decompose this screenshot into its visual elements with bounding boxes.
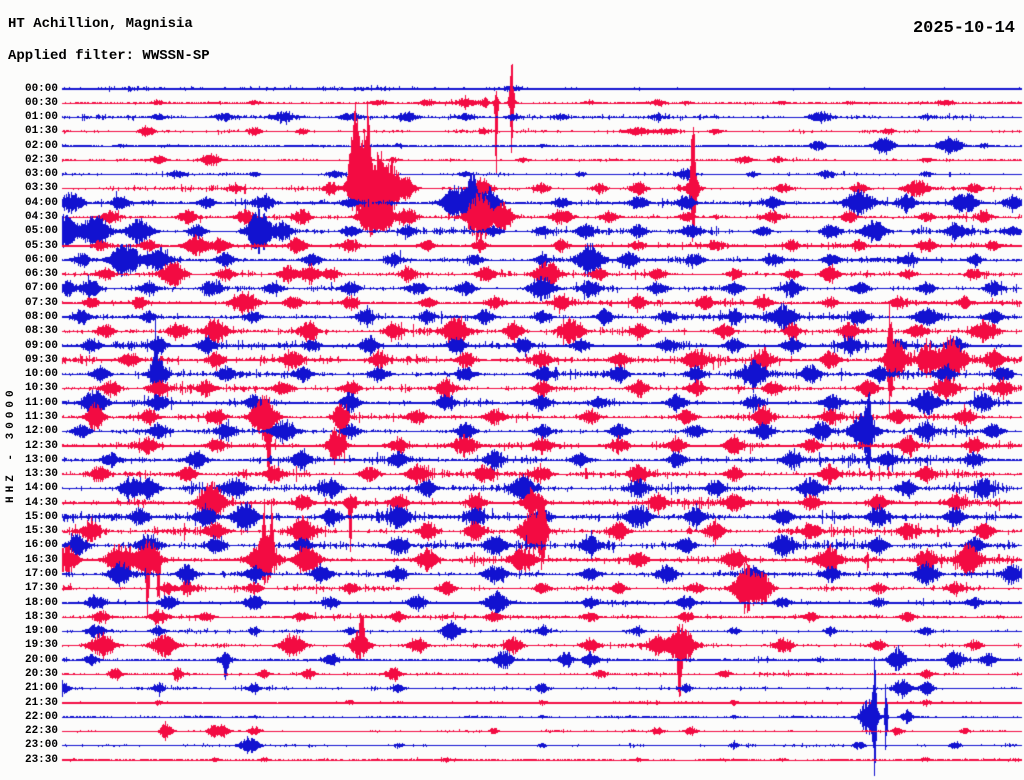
- time-label: 15:30: [24, 525, 58, 538]
- time-label: 01:00: [24, 111, 58, 124]
- time-label: 23:30: [24, 753, 58, 766]
- time-label: 03:00: [24, 168, 58, 181]
- time-label: 02:00: [24, 139, 58, 152]
- time-label: 22:00: [24, 710, 58, 723]
- time-label: 17:00: [24, 568, 58, 581]
- time-label: 00:00: [24, 82, 58, 95]
- time-label: 17:30: [24, 582, 58, 595]
- time-label: 07:30: [24, 296, 58, 309]
- station-title: HT Achillion, Magnisia: [8, 16, 193, 32]
- time-label: 09:00: [24, 339, 58, 352]
- time-label: 08:00: [24, 310, 58, 323]
- date-label: 2025-10-14: [912, 19, 1015, 38]
- time-label: 15:00: [24, 510, 58, 523]
- time-label: 20:30: [24, 667, 58, 680]
- time-label: 14:00: [24, 482, 58, 495]
- time-label: 19:30: [24, 639, 58, 652]
- time-label: 18:30: [24, 610, 58, 623]
- time-label: 11:30: [24, 410, 58, 423]
- time-label: 19:00: [24, 625, 58, 638]
- time-label: 18:00: [24, 596, 58, 609]
- time-label: 04:00: [24, 196, 58, 209]
- time-label: 01:30: [24, 125, 58, 138]
- time-label: 13:00: [24, 453, 58, 466]
- time-label: 06:00: [24, 253, 58, 266]
- time-label: 05:00: [24, 225, 58, 238]
- time-label: 04:30: [24, 211, 58, 224]
- time-label: 20:00: [24, 653, 58, 666]
- time-label: 09:30: [24, 353, 58, 366]
- time-label: 02:30: [24, 153, 58, 166]
- filter-label: Applied filter: WWSSN-SP: [8, 48, 210, 64]
- time-label: 12:00: [24, 425, 58, 438]
- time-label: 10:30: [24, 382, 58, 395]
- time-label: 03:30: [24, 182, 58, 195]
- time-label: 06:30: [24, 268, 58, 281]
- time-label: 00:30: [24, 96, 58, 109]
- time-label: 16:00: [24, 539, 58, 552]
- time-label: 21:30: [24, 696, 58, 709]
- time-label: 16:30: [24, 553, 58, 566]
- time-label: 14:30: [24, 496, 58, 509]
- time-label: 07:00: [24, 282, 58, 295]
- time-label: 21:00: [24, 682, 58, 695]
- time-label: 13:30: [24, 468, 58, 481]
- time-label: 23:00: [24, 739, 58, 752]
- time-label: 05:30: [24, 239, 58, 252]
- time-label: 10:00: [24, 368, 58, 381]
- time-label: 08:30: [24, 325, 58, 338]
- time-label: 11:00: [24, 396, 58, 409]
- time-label: 22:30: [24, 725, 58, 738]
- time-label: 12:30: [24, 439, 58, 452]
